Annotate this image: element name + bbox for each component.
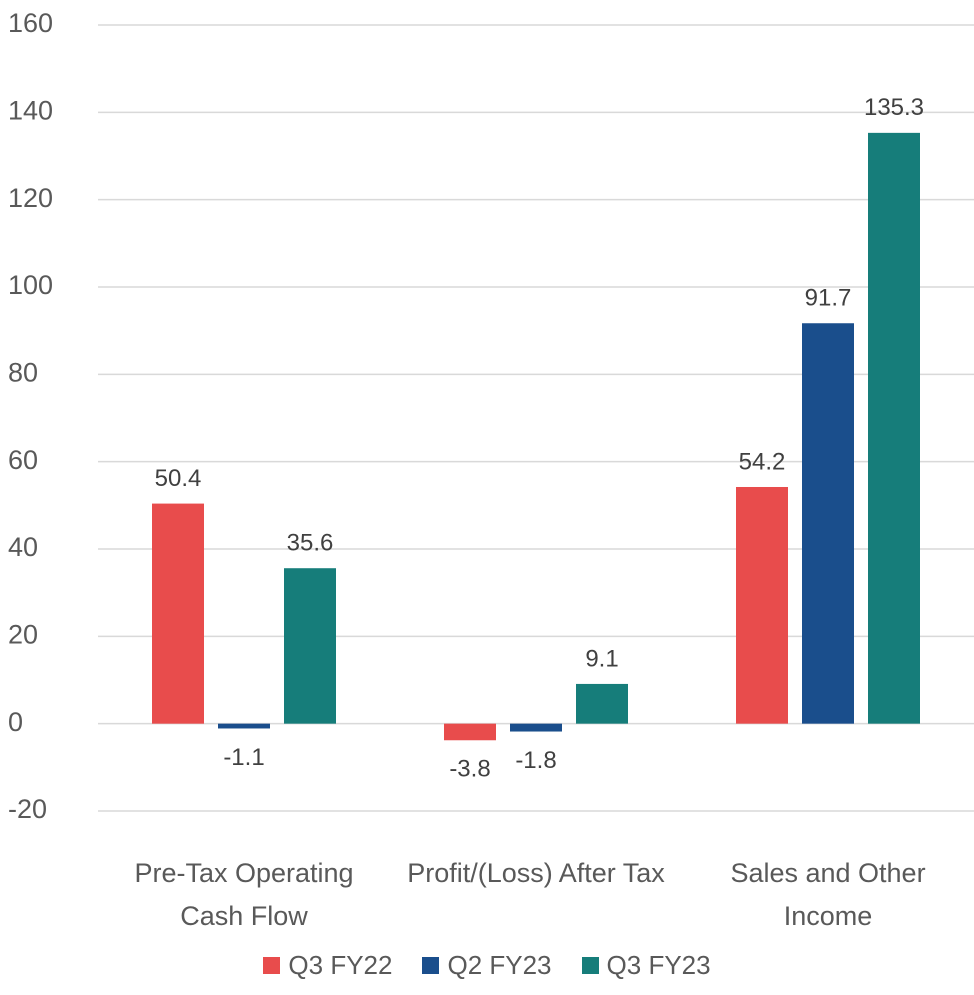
y-tick-label: 60 (8, 445, 38, 475)
y-tick-label: 20 (8, 619, 38, 649)
data-label: 9.1 (585, 645, 618, 672)
legend-label: Q3 FY23 (606, 950, 711, 980)
bar (802, 323, 854, 724)
legend-swatch (581, 957, 599, 974)
legend: Q3 FY22 Q2 FY23 Q3 FY23 (0, 950, 974, 981)
y-tick-label: 0 (8, 707, 23, 737)
data-label: 50.4 (155, 465, 202, 492)
data-label: -1.8 (515, 747, 556, 774)
legend-label: Q2 FY23 (447, 950, 552, 980)
x-tick-label: Pre-Tax Operating Cash Flow (134, 858, 354, 931)
bar (218, 723, 270, 729)
y-tick-label: 160 (8, 8, 53, 38)
legend-swatch (422, 957, 440, 974)
x-tick-label: Sales and Other Income (730, 858, 926, 931)
data-label: 35.6 (287, 530, 334, 557)
y-tick-label: 100 (8, 270, 53, 300)
bar (736, 486, 788, 724)
bar (576, 683, 628, 724)
y-tick-label: 80 (8, 357, 38, 387)
bar (152, 503, 204, 724)
y-tick-label: 140 (8, 95, 53, 125)
data-label: -1.1 (223, 744, 264, 771)
bar (444, 723, 496, 741)
y-tick-label: 40 (8, 532, 38, 562)
y-tick-label: 120 (8, 183, 53, 213)
bar (868, 132, 920, 724)
data-label: 135.3 (864, 94, 924, 121)
y-tick-label: -20 (8, 794, 47, 824)
legend-swatch (263, 957, 281, 974)
data-label: -3.8 (449, 756, 490, 783)
bar (284, 568, 336, 724)
legend-item: Q2 FY23 (422, 950, 552, 981)
data-label: 91.7 (805, 285, 852, 312)
legend-label: Q3 FY22 (288, 950, 393, 980)
legend-item: Q3 FY22 (263, 950, 392, 981)
legend-item: Q3 FY23 (581, 950, 711, 981)
bar (510, 723, 562, 732)
plot: -20 0 20 40 60 80 100 120 140 160 50.4 -1.1 35.6 -3.8… (8, 8, 974, 824)
x-tick-label: Profit/(Loss) After Tax (407, 858, 665, 888)
data-label: 54.2 (739, 448, 786, 475)
